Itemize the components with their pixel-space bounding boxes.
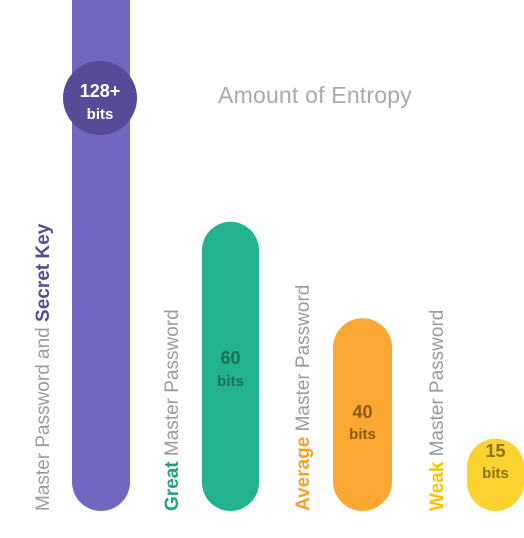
data-label-value: 15 [485, 441, 505, 461]
data-label-value: 60 [220, 348, 240, 368]
bar-average [333, 318, 392, 511]
value-badge [63, 61, 137, 135]
category-label-suffix: Master Password [293, 284, 314, 437]
data-label-unit: bits [349, 426, 376, 443]
bar-weak [467, 438, 524, 511]
category-label-suffix: Master Password [427, 309, 448, 462]
category-label-strong: Weak [427, 461, 448, 511]
data-label-unit: bits [217, 373, 244, 390]
category-label: Great Master Password [162, 309, 184, 511]
category-label: Average Master Password [293, 285, 315, 511]
category-label: Master Password and Secret Key [33, 224, 55, 511]
category-label-strong: Great [162, 461, 183, 511]
category-label: Weak Master Password [427, 310, 449, 511]
chart-title: Amount of Entropy [218, 82, 412, 108]
data-label-value: 40 [352, 402, 372, 422]
category-label-suffix: Master Password [162, 309, 183, 462]
data-label-unit: bits [87, 106, 114, 123]
category-label-strong: Average [293, 436, 314, 511]
category-label-prefix: Master Password and [33, 321, 54, 511]
category-label-strong: Secret Key [33, 223, 54, 322]
bar-great [202, 221, 259, 512]
data-label-value: 128+ [80, 81, 121, 101]
data-label-unit: bits [482, 465, 509, 482]
